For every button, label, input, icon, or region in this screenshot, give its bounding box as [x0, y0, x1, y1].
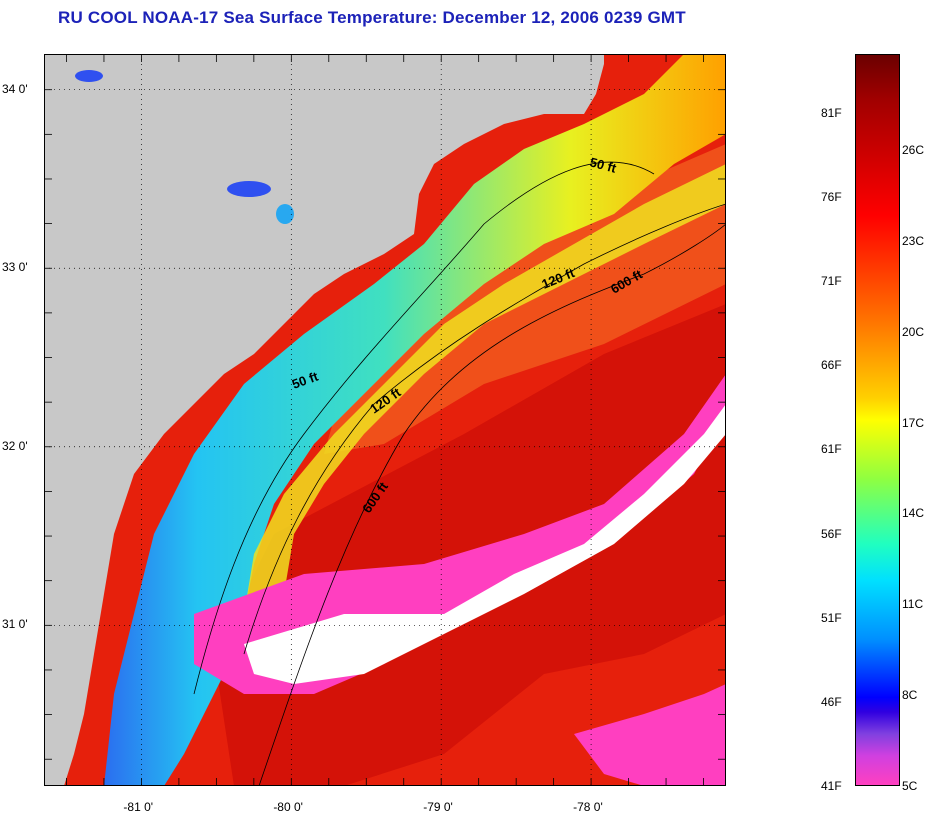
lon-label: -78 0' — [573, 800, 603, 814]
lat-label: 32 0' — [2, 438, 28, 453]
map-title: RU COOL NOAA-17 Sea Surface Temperature:… — [58, 8, 686, 27]
colorbar — [855, 54, 900, 786]
lake-moultrie — [276, 204, 294, 224]
lon-label: -80 0' — [273, 800, 303, 814]
colorbar-c-label: 23C — [902, 233, 925, 248]
axis-ticks — [44, 54, 726, 786]
colorbar-f-label: 71F — [821, 274, 842, 289]
graticule — [44, 54, 726, 786]
colorbar-c-label: 20C — [902, 324, 925, 339]
cloud-mask — [194, 374, 726, 694]
lat-label: 34 0' — [2, 81, 28, 96]
cloud-mask-south — [574, 684, 726, 786]
isobath-120ft — [243, 203, 726, 655]
colorbar-f-label: 81F — [821, 105, 842, 120]
land-mass — [44, 54, 604, 786]
contour-label-50ft-north: 50 ft — [588, 154, 618, 176]
shelf-water — [104, 54, 726, 786]
lon-label: -81 0' — [123, 800, 154, 814]
lake-inland-nw — [75, 70, 103, 82]
colorbar-c-label: 8C — [902, 688, 918, 703]
colorbar-f-label: 66F — [821, 358, 842, 373]
lake-marion — [227, 181, 271, 197]
colorbar-f-label: 61F — [821, 442, 842, 457]
colorbar-f-label: 46F — [821, 694, 842, 709]
colorbar-f-label: 51F — [821, 610, 842, 625]
colorbar-c-label: 11C — [902, 597, 924, 612]
lat-label: 31 0' — [2, 617, 28, 632]
colorbar-f-label: 76F — [821, 190, 842, 205]
map-frame — [44, 54, 726, 786]
isobath-600ft — [258, 223, 726, 786]
colorbar-c-label: 17C — [902, 415, 925, 430]
colorbar-f-label: 56F — [821, 526, 842, 541]
colorbar-f-label: 41F — [821, 779, 842, 793]
lon-label: -79 0' — [423, 800, 453, 814]
lat-label: 33 0' — [2, 260, 28, 275]
mid-shelf-yellow — [244, 164, 726, 654]
sst-map[interactable]: 50 ft 50 ft 120 ft 120 ft 600 ft 600 ft — [44, 54, 726, 786]
colorbar-c-label: 5C — [902, 779, 918, 793]
colorbar-c-label: 26C — [902, 142, 925, 157]
cloud-mask-white — [244, 404, 726, 684]
colorbar-c-label: 14C — [902, 506, 925, 521]
isobath-50ft — [193, 161, 655, 695]
